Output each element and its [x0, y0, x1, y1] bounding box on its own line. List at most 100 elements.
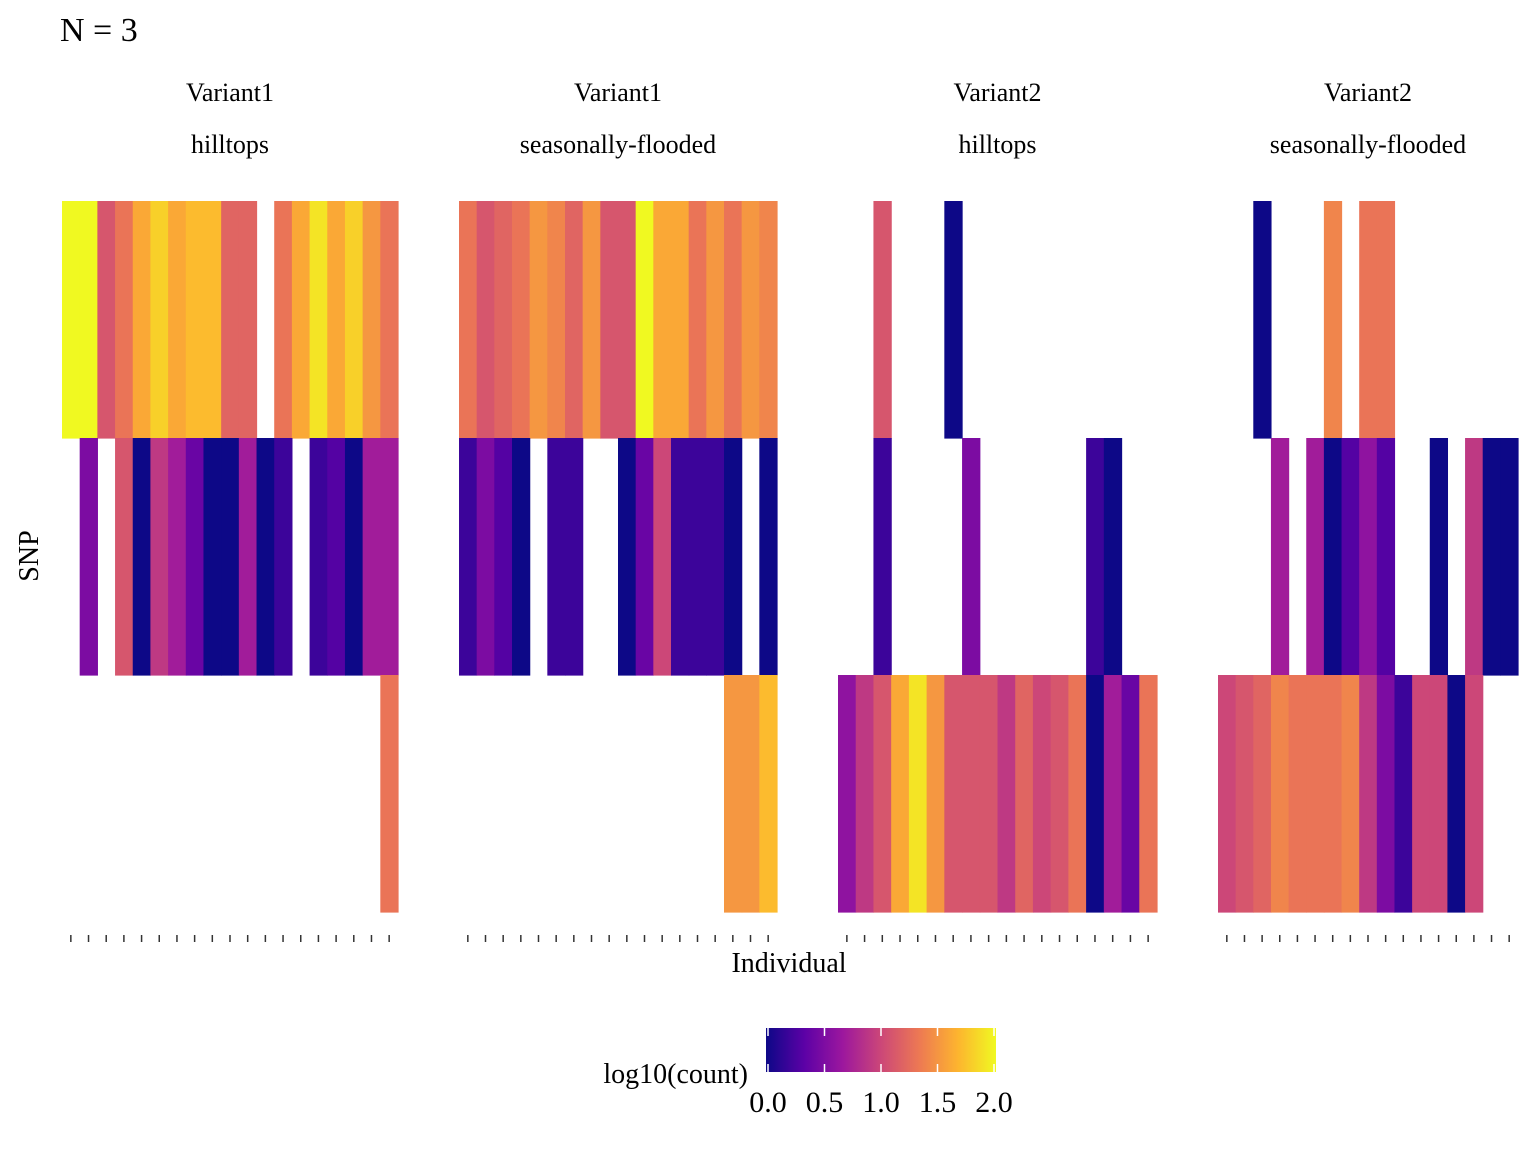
- heatmap-cell: [1376, 201, 1396, 439]
- heatmap-cell: [494, 438, 513, 676]
- heatmap-cell: [1465, 675, 1484, 913]
- heatmap-cell: [1086, 675, 1105, 913]
- y-axis-label: SNP: [14, 530, 45, 581]
- facet-strip-habitat: seasonally-flooded: [520, 130, 716, 159]
- heatmap-cell: [962, 438, 981, 676]
- heatmap-cell: [1376, 438, 1396, 676]
- facet-strip-habitat: seasonally-flooded: [1270, 130, 1466, 159]
- heatmap-cell: [476, 438, 495, 676]
- heatmap-cell: [512, 201, 531, 439]
- heatmap-cell: [565, 438, 584, 676]
- heatmap-cell: [203, 201, 222, 439]
- heatmap-cell: [908, 675, 928, 913]
- heatmap-cell: [547, 201, 566, 439]
- heatmap-cell: [1341, 438, 1360, 676]
- facet-strip-habitat: hilltops: [958, 130, 1036, 159]
- heatmap-cell: [362, 201, 381, 439]
- heatmap-cell: [1015, 675, 1034, 913]
- heatmap-cell: [203, 438, 222, 676]
- heatmap-cell: [1270, 675, 1290, 913]
- heatmap-cell: [115, 201, 134, 439]
- heatmap-cell: [79, 201, 98, 439]
- heatmap-cell: [1376, 675, 1396, 913]
- heatmap-cell: [873, 675, 892, 913]
- heatmap-cell: [1253, 675, 1272, 913]
- heatmap-cell: [344, 438, 364, 676]
- heatmap-cell: [962, 675, 981, 913]
- heatmap-cell: [635, 201, 654, 439]
- facet-panel: Variant2 seasonally-flooded: [1218, 78, 1519, 942]
- heatmap-cell: [168, 201, 187, 439]
- heatmap-cell: [1429, 438, 1449, 676]
- heatmap-cell: [1341, 675, 1360, 913]
- heatmap-cell: [635, 438, 654, 676]
- heatmap-cell: [97, 201, 116, 439]
- heatmap-cell: [1447, 675, 1466, 913]
- heatmap-cell: [274, 201, 293, 439]
- heatmap-cell: [1359, 438, 1378, 676]
- color-legend: log10(count) 0.0 0.5 1.0 1.5 2.0: [603, 1028, 1013, 1119]
- heatmap-cell: [132, 201, 152, 439]
- heatmap-cell: [671, 438, 690, 676]
- heatmap-cell: [274, 438, 293, 676]
- heatmap-cell: [618, 201, 637, 439]
- heatmap-cell: [838, 675, 857, 913]
- heatmap-cell: [653, 201, 672, 439]
- heatmap-cell: [873, 438, 892, 676]
- heatmap-cell: [62, 201, 81, 439]
- heatmap-cell: [1323, 438, 1343, 676]
- heatmap-cell: [759, 438, 778, 676]
- heatmap-cell: [688, 438, 707, 676]
- heatmap-cell: [168, 438, 187, 676]
- heatmap-cell: [344, 201, 364, 439]
- heatmap-cell: [1270, 438, 1290, 676]
- heatmap-cell: [529, 201, 548, 439]
- heatmap-cell: [1306, 675, 1325, 913]
- heatmap-cell: [997, 675, 1016, 913]
- chart-title: N = 3: [60, 12, 138, 49]
- heatmap-cell: [1050, 675, 1069, 913]
- facet-strip-variant: Variant2: [953, 78, 1041, 107]
- heatmap-cell: [1103, 675, 1123, 913]
- heatmap-cell: [724, 675, 743, 913]
- heatmap-cell: [600, 201, 619, 439]
- heatmap-cell: [759, 675, 778, 913]
- heatmap-cell: [150, 438, 169, 676]
- facet-strip-variant: Variant1: [186, 78, 274, 107]
- heatmap-cell: [582, 201, 601, 439]
- heatmap-cell: [979, 675, 999, 913]
- heatmap-cell: [476, 201, 495, 439]
- heatmap-cell: [706, 201, 725, 439]
- colorbar-tick-label: 1.5: [919, 1086, 957, 1119]
- heatmap-cell: [238, 438, 258, 676]
- facet-strip-habitat: hilltops: [191, 130, 269, 159]
- heatmap-cell: [891, 675, 910, 913]
- heatmap-cell: [1218, 675, 1237, 913]
- heatmap-cell: [79, 438, 98, 676]
- heatmap-cell: [759, 201, 778, 439]
- heatmap-cell: [309, 201, 328, 439]
- heatmap-cell: [1288, 675, 1307, 913]
- heatmap-cell: [309, 438, 328, 676]
- heatmap-cell: [741, 675, 760, 913]
- colorbar-ticks: 0.0 0.5 1.0 1.5 2.0: [749, 1028, 1013, 1119]
- facet-strip-variant: Variant2: [1324, 78, 1412, 107]
- heatmap-cell: [706, 438, 725, 676]
- heatmap-cell: [724, 438, 743, 676]
- heatmap-cell: [291, 201, 311, 439]
- facet-panel: Variant2 hilltops: [838, 78, 1158, 942]
- heatmap-cell: [459, 201, 478, 439]
- heatmap-cell: [185, 201, 205, 439]
- heatmap-cell: [873, 201, 892, 439]
- heatmap-cell: [1359, 675, 1378, 913]
- colorbar-tick-label: 0.5: [806, 1086, 844, 1119]
- facet-panel: Variant1 hilltops: [62, 78, 399, 942]
- heatmap-cell: [1482, 438, 1501, 676]
- x-axis-label: Individual: [731, 948, 846, 979]
- heatmap-cell: [1253, 201, 1272, 439]
- heatmap-cell: [1323, 675, 1343, 913]
- heatmap-cell: [380, 201, 399, 439]
- heatmap-cell: [1032, 675, 1052, 913]
- heatmap-cell: [565, 201, 584, 439]
